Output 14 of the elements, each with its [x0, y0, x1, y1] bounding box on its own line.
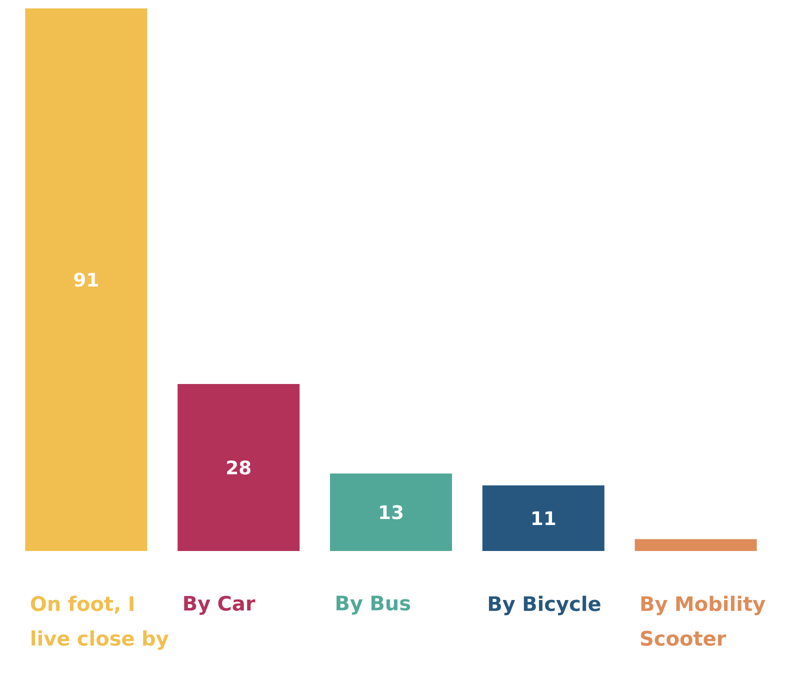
x-tick-label: By Bus [336, 596, 410, 615]
bar [25, 8, 148, 551]
bar [330, 473, 452, 551]
data-label: 28 [227, 460, 250, 475]
x-tick-label: By Mobility Scooter [640, 596, 766, 646]
data-label: 13 [380, 505, 403, 520]
data-label: 91 [74, 272, 98, 287]
bar [634, 539, 757, 551]
bar [178, 384, 300, 551]
x-tick-label: By Car [184, 596, 256, 615]
bar [482, 485, 604, 551]
data-label: 11 [532, 511, 556, 526]
x-tick-label: On foot, I live close by [30, 596, 168, 650]
x-tick-label: By Bicycle [488, 596, 600, 616]
